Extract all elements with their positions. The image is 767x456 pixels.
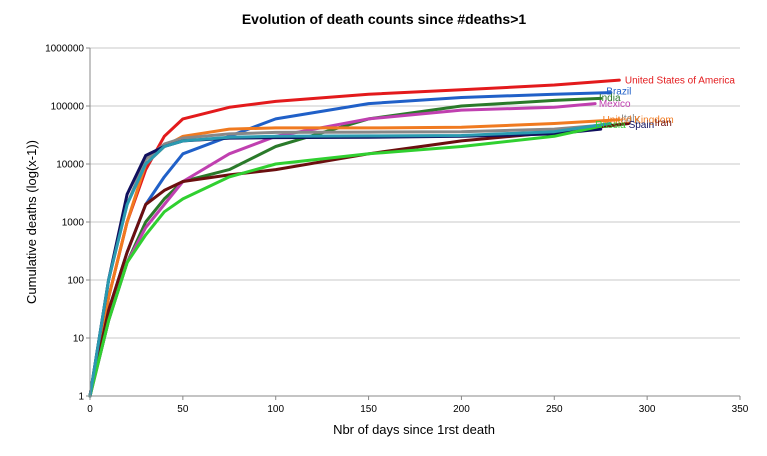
- series-label-mexico: Mexico: [599, 99, 631, 110]
- y-tick-label: 10: [73, 334, 85, 345]
- x-tick-label: 100: [267, 404, 284, 415]
- series-lines: [88, 78, 631, 398]
- x-axis-label: Nbr of days since 1rst death: [333, 422, 495, 437]
- series-label-russia: Russia: [595, 120, 626, 131]
- series-label-brazil: Brazil: [606, 87, 631, 98]
- series-line-russia: [88, 124, 603, 398]
- gridlines: [90, 47, 740, 339]
- x-tick-label: 50: [177, 404, 189, 415]
- series-line-iran: [88, 122, 631, 398]
- y-tick-label: 100: [67, 276, 84, 287]
- x-tick-label: 150: [360, 404, 377, 415]
- y-tick-label: 10000: [56, 160, 84, 171]
- series-line-spain: [88, 127, 603, 398]
- y-tick-label: 1000: [62, 218, 85, 229]
- series-label-spain: Spain: [629, 120, 655, 131]
- series-line-france: [88, 122, 612, 398]
- series-label-united-states-of-america: United States of America: [625, 76, 735, 87]
- series-line-united-kingdom: [88, 118, 621, 398]
- x-tick-label: 250: [546, 404, 563, 415]
- y-axis-label: Cumulative deaths (log(x-1)): [24, 140, 39, 304]
- series-label-italy: Italy: [621, 114, 639, 125]
- y-axis-ticks: 1 10 100 1000 10000 100000 1000000: [45, 44, 90, 403]
- series-label-india: India: [599, 93, 621, 104]
- x-tick-label: 0: [87, 404, 93, 415]
- x-tick-label: 300: [639, 404, 656, 415]
- x-tick-label: 350: [732, 404, 749, 415]
- series-line-italy: [88, 123, 612, 398]
- series-label-united-kingdom: United Kingdom: [603, 115, 674, 126]
- y-tick-label: 100000: [51, 102, 85, 113]
- x-axis-ticks: 0 50 100 150 200 250 300 350: [87, 396, 749, 415]
- chart-title: Evolution of death counts since #deaths>…: [242, 11, 527, 27]
- y-tick-label: 1: [78, 392, 84, 403]
- series-label-iran: Iran: [655, 118, 672, 129]
- series-labels: United States of AmericaBrazilIndiaMexic…: [595, 76, 735, 131]
- x-tick-label: 200: [453, 404, 470, 415]
- y-tick-label: 1000000: [45, 44, 84, 55]
